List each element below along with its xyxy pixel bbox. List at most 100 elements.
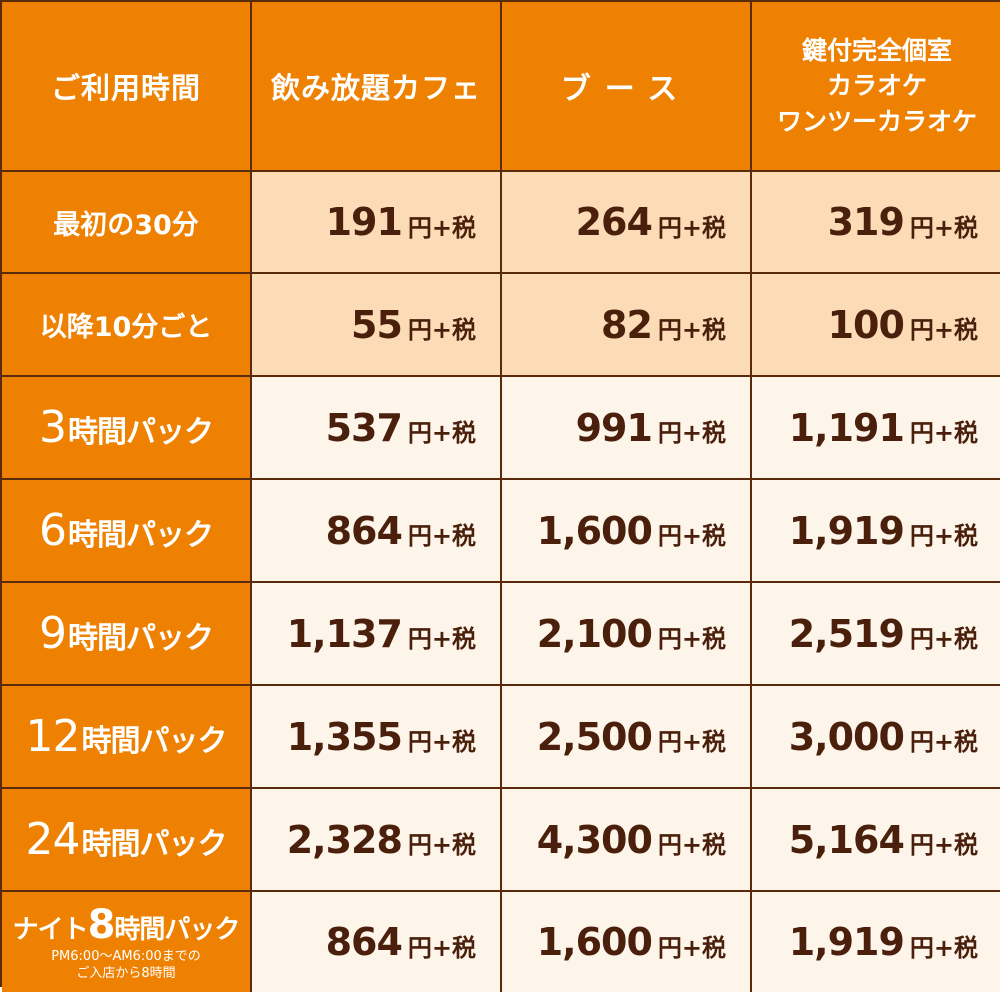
- price-amount: 2,100: [536, 611, 653, 656]
- price-amount: 864: [325, 508, 403, 553]
- pack-label: 6 時間パック: [39, 505, 214, 556]
- price-amount: 2,500: [536, 714, 653, 759]
- price-amount: 100: [827, 302, 905, 347]
- night-pack-title: ナイト 8 時間パック: [12, 902, 241, 949]
- pack-hours: 6: [39, 505, 67, 556]
- pack-label: 12 時間パック: [25, 711, 228, 762]
- price-amount: 319: [827, 200, 905, 244]
- row-label-text: 最初の30分: [53, 209, 199, 241]
- price-suffix: 円+税: [657, 831, 726, 859]
- price-suffix: 円+税: [407, 831, 476, 859]
- price-amount: 264: [575, 200, 653, 244]
- price-cell: 55 円+税: [252, 274, 502, 377]
- header-private-room-line-2: カラオケ: [826, 71, 927, 101]
- price-cell: 5,164 円+税: [752, 789, 1000, 892]
- header-drink-bar-cafe-label: 飲み放題カフェ: [270, 71, 481, 105]
- price-cell: 1,600 円+税: [502, 480, 752, 583]
- price-cell: 191 円+税: [252, 172, 502, 274]
- price-suffix: 円+税: [909, 316, 978, 344]
- night-pack-note-line-1: PM6:00～AM6:00までの: [51, 949, 201, 965]
- price-cell: 82 円+税: [502, 274, 752, 377]
- price-suffix: 円+税: [407, 316, 476, 344]
- price-suffix: 円+税: [657, 522, 726, 550]
- price-suffix: 円+税: [657, 316, 726, 344]
- price-cell: 991 円+税: [502, 377, 752, 480]
- night-pack-label: ナイト 8 時間パック PM6:00～AM6:00までの ご入店から8時間: [2, 902, 250, 982]
- price-cell: 2,500 円+税: [502, 686, 752, 789]
- price-suffix: 円+税: [909, 522, 978, 550]
- price-cell: 537 円+税: [252, 377, 502, 480]
- night-pack-prefix: ナイト: [12, 915, 89, 946]
- pack-text: 時間パック: [81, 827, 228, 862]
- price-cell: 1,137 円+税: [252, 583, 502, 686]
- price-amount: 1,137: [286, 611, 403, 656]
- header-private-room-line-1: 鍵付完全個室: [801, 36, 952, 66]
- price-suffix: 円+税: [909, 213, 978, 242]
- price-amount: 82: [601, 302, 653, 347]
- price-cell: 1,600 円+税: [502, 892, 752, 992]
- price-cell: 1,355 円+税: [252, 686, 502, 789]
- night-pack-text: 時間パック: [114, 915, 240, 946]
- row-label-9h-pack: 9 時間パック: [2, 583, 252, 686]
- price-amount: 864: [325, 920, 403, 964]
- row-label-every-10min: 以降10分ごと: [2, 274, 252, 377]
- price-amount: 1,191: [788, 405, 905, 450]
- price-amount: 1,919: [788, 920, 905, 964]
- price-amount: 2,519: [788, 611, 905, 656]
- header-usage-time-label: ご利用時間: [50, 71, 201, 105]
- price-suffix: 円+税: [657, 213, 726, 242]
- row-label-first-30min: 最初の30分: [2, 172, 252, 274]
- pack-text: 時間パック: [68, 415, 214, 450]
- price-cell: 1,919 円+税: [752, 892, 1000, 992]
- pack-label: 24 時間パック: [26, 814, 228, 865]
- price-amount: 4,300: [536, 817, 653, 862]
- price-cell: 864 円+税: [252, 892, 502, 992]
- pack-hours: 3: [39, 402, 67, 453]
- price-suffix: 円+税: [657, 933, 726, 962]
- header-booth: ブース: [502, 2, 752, 172]
- price-amount: 1,355: [286, 714, 403, 759]
- row-label-night-8h-pack: ナイト 8 時間パック PM6:00～AM6:00までの ご入店から8時間: [2, 892, 252, 992]
- header-drink-bar-cafe: 飲み放題カフェ: [252, 2, 502, 172]
- pack-label: 3 時間パック: [39, 402, 214, 453]
- price-cell: 2,100 円+税: [502, 583, 752, 686]
- row-label-text: 以降10分ごと: [39, 312, 213, 343]
- pack-text: 時間パック: [81, 724, 228, 759]
- row-label-3h-pack: 3 時間パック: [2, 377, 252, 480]
- price-suffix: 円+税: [657, 625, 726, 653]
- header-private-room-line-3: ワンツーカラオケ: [776, 106, 977, 136]
- price-amount: 1,600: [536, 920, 653, 964]
- header-private-room: 鍵付完全個室 カラオケ ワンツーカラオケ: [752, 2, 1000, 172]
- price-suffix: 円+税: [407, 213, 476, 242]
- price-cell: 100 円+税: [752, 274, 1000, 377]
- price-amount: 191: [325, 200, 403, 244]
- price-suffix: 円+税: [909, 831, 978, 859]
- pack-label: 9 時間パック: [39, 608, 214, 659]
- price-amount: 1,600: [536, 508, 653, 553]
- night-pack-note-line-2: ご入店から8時間: [76, 966, 176, 981]
- header-usage-time: ご利用時間: [2, 2, 252, 172]
- price-suffix: 円+税: [407, 419, 476, 447]
- price-cell: 1,191 円+税: [752, 377, 1000, 480]
- pack-hours: 12: [25, 711, 81, 762]
- price-amount: 5,164: [788, 817, 905, 862]
- pack-text: 時間パック: [68, 518, 214, 553]
- price-suffix: 円+税: [407, 728, 476, 756]
- price-suffix: 円+税: [909, 625, 978, 653]
- price-amount: 537: [325, 405, 403, 450]
- price-cell: 1,919 円+税: [752, 480, 1000, 583]
- night-pack-hours: 8: [87, 902, 116, 949]
- price-cell: 3,000 円+税: [752, 686, 1000, 789]
- price-amount: 1,919: [788, 508, 905, 553]
- price-suffix: 円+税: [407, 522, 476, 550]
- price-cell: 864 円+税: [252, 480, 502, 583]
- price-suffix: 円+税: [909, 728, 978, 756]
- pack-hours: 9: [39, 608, 67, 659]
- price-suffix: 円+税: [407, 625, 476, 653]
- price-cell: 4,300 円+税: [502, 789, 752, 892]
- price-cell: 264 円+税: [502, 172, 752, 274]
- price-cell: 2,519 円+税: [752, 583, 1000, 686]
- header-booth-label: ブース: [560, 72, 692, 107]
- price-suffix: 円+税: [909, 933, 978, 962]
